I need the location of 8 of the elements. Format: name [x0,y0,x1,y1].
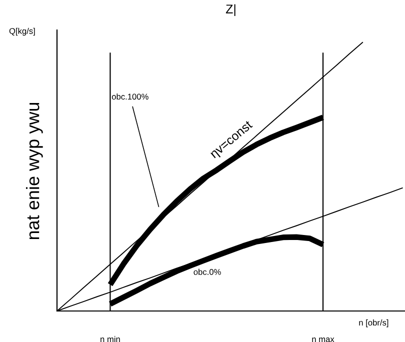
text: obc.100% [112,93,148,100]
chart-title: Z| [226,4,236,16]
x-tick-label: n min [100,336,120,342]
x-tick-label: n max [312,338,334,342]
x-axis-title: n [obr/s] [359,319,388,328]
y-axis-title: Q[kg/s] [9,28,35,36]
series-label: obc.0% [194,268,221,275]
text: nat enie wyp ywu [26,102,43,240]
